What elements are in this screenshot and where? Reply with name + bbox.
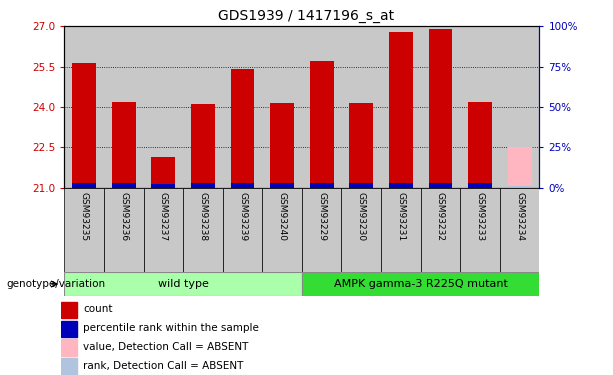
Text: GSM93233: GSM93233: [476, 192, 484, 241]
Bar: [468, 183, 492, 188]
Bar: [349, 183, 373, 188]
Text: value, Detection Call = ABSENT: value, Detection Call = ABSENT: [83, 342, 248, 352]
Text: GSM93237: GSM93237: [159, 192, 168, 241]
Bar: [302, 272, 539, 296]
Bar: [230, 69, 254, 188]
Text: GSM93235: GSM93235: [80, 192, 89, 241]
Text: GSM93230: GSM93230: [357, 192, 366, 241]
Bar: [421, 188, 460, 272]
Bar: [349, 103, 373, 188]
Bar: [61, 358, 77, 375]
Bar: [64, 272, 302, 296]
Bar: [104, 188, 143, 272]
Bar: [389, 32, 413, 188]
Bar: [112, 183, 135, 188]
Bar: [230, 183, 254, 188]
Text: GSM93240: GSM93240: [278, 192, 287, 241]
Text: GDS1939 / 1417196_s_at: GDS1939 / 1417196_s_at: [218, 9, 395, 23]
Bar: [61, 302, 77, 318]
Bar: [72, 183, 96, 188]
Bar: [143, 188, 183, 272]
Bar: [381, 188, 421, 272]
Bar: [310, 61, 333, 188]
Text: GSM93232: GSM93232: [436, 192, 445, 241]
Text: percentile rank within the sample: percentile rank within the sample: [83, 323, 259, 333]
Text: AMPK gamma-3 R225Q mutant: AMPK gamma-3 R225Q mutant: [333, 279, 508, 289]
Bar: [223, 188, 262, 272]
Bar: [112, 102, 135, 188]
Bar: [61, 339, 77, 356]
Bar: [428, 183, 452, 188]
Bar: [64, 188, 104, 272]
Text: wild type: wild type: [158, 279, 208, 289]
Bar: [191, 104, 215, 188]
Bar: [262, 188, 302, 272]
Text: GSM93231: GSM93231: [397, 192, 405, 241]
Bar: [270, 183, 294, 188]
Bar: [508, 147, 531, 188]
Bar: [389, 183, 413, 188]
Bar: [270, 103, 294, 188]
Bar: [428, 29, 452, 188]
Bar: [151, 157, 175, 188]
Bar: [72, 63, 96, 188]
Bar: [183, 188, 223, 272]
Text: rank, Detection Call = ABSENT: rank, Detection Call = ABSENT: [83, 361, 243, 370]
Text: GSM93236: GSM93236: [120, 192, 128, 241]
Bar: [302, 188, 341, 272]
Text: count: count: [83, 304, 112, 314]
Bar: [191, 183, 215, 188]
Bar: [151, 184, 175, 188]
Bar: [460, 188, 500, 272]
Bar: [468, 102, 492, 188]
Text: GSM93234: GSM93234: [515, 192, 524, 241]
Text: GSM93229: GSM93229: [317, 192, 326, 241]
Bar: [508, 186, 531, 188]
Text: GSM93238: GSM93238: [199, 192, 207, 241]
Bar: [500, 188, 539, 272]
Bar: [341, 188, 381, 272]
Bar: [61, 321, 77, 337]
Text: genotype/variation: genotype/variation: [6, 279, 105, 289]
Bar: [310, 183, 333, 188]
Text: GSM93239: GSM93239: [238, 192, 247, 241]
